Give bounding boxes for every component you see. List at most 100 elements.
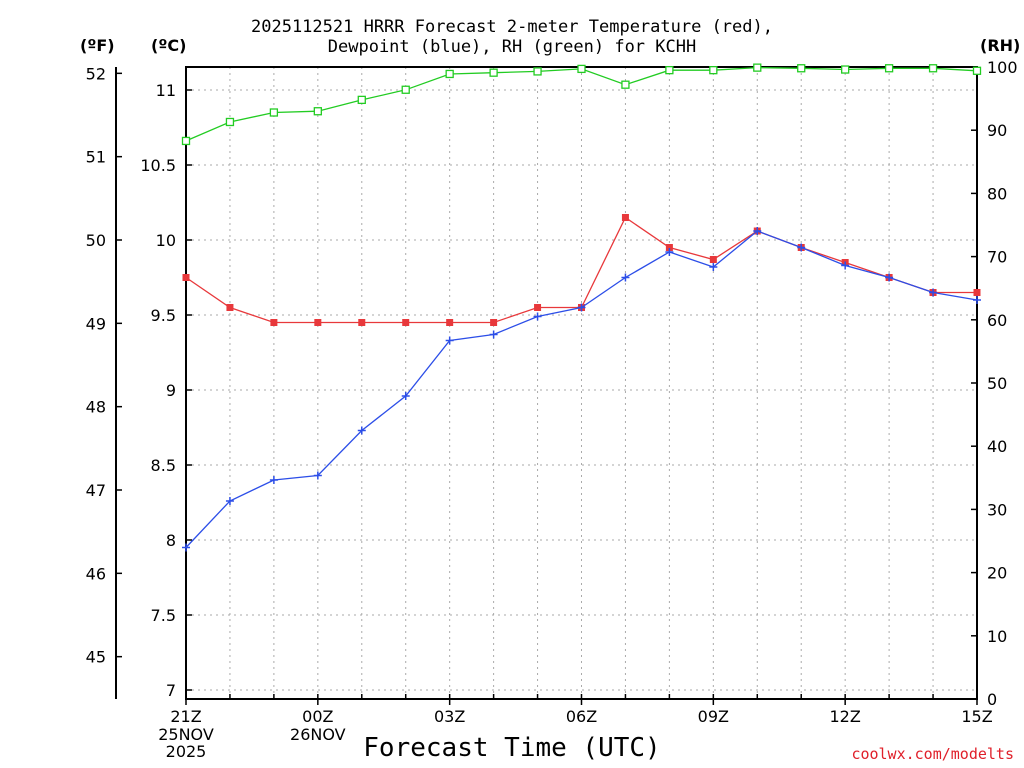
temperature-point: [270, 319, 278, 326]
dewpoint-point: [577, 303, 586, 312]
date-label-day: 25NOV: [158, 725, 214, 744]
celsius-tick-label: 8: [166, 531, 176, 550]
fahrenheit-tick-label: 52: [86, 64, 106, 83]
temperature-point: [226, 304, 234, 311]
chart-title-line-2: Dewpoint (blue), RH (green) for KCHH: [327, 37, 697, 57]
x-tick-label: 21Z: [170, 707, 201, 726]
dewpoint-point: [533, 312, 542, 321]
temperature-point: [621, 214, 629, 221]
dewpoint-point: [797, 243, 806, 252]
rh-point: [401, 85, 410, 94]
plot-frame: [185, 66, 978, 700]
dewpoint-point: [401, 392, 410, 400]
rh-tick-label: 50: [987, 374, 1007, 393]
temperature-point: [973, 289, 981, 296]
rh-tick-label: 20: [987, 564, 1007, 583]
x-tick-label: 15Z: [961, 707, 992, 726]
x-tick-label: 09Z: [698, 707, 729, 726]
dewpoint-point: [357, 426, 366, 435]
rh-tick-label: 0: [987, 690, 997, 709]
fahrenheit-tick-label: 48: [86, 398, 106, 417]
temperature-point: [182, 274, 190, 281]
temperature-point: [358, 319, 366, 326]
temperature-point: [490, 319, 498, 326]
fahrenheit-tick-label: 50: [86, 231, 106, 250]
rh-point: [533, 67, 542, 76]
rh-point: [577, 64, 586, 74]
dewpoint-point: [489, 330, 498, 339]
fahrenheit-tick-label: 47: [86, 481, 106, 500]
fahrenheit-tick-label: 46: [86, 564, 106, 583]
dewpoint-point: [885, 273, 894, 282]
rh-point: [753, 63, 762, 72]
rh-point: [841, 65, 850, 74]
rh-point: [357, 95, 366, 105]
dewpoint-point: [225, 497, 234, 505]
dewpoint-point: [929, 288, 938, 297]
dewpoint-point: [182, 543, 190, 552]
temperature-point: [446, 319, 454, 326]
celsius-tick-label: 7.5: [151, 606, 176, 625]
rh-point: [928, 64, 938, 73]
rh-tick-label: 90: [987, 121, 1007, 140]
rh-point: [621, 80, 630, 89]
dewpoint-point: [841, 261, 850, 270]
x-tick-label: 06Z: [566, 707, 597, 726]
celsius-tick-label: 10.5: [140, 156, 176, 175]
x-tick-label: 00Z: [302, 707, 333, 726]
fahrenheit-tick-label: 51: [86, 148, 106, 167]
dewpoint-point: [709, 263, 718, 271]
rh-point: [445, 69, 454, 79]
dewpoint-point: [753, 227, 762, 235]
celsius-tick-label: 9: [166, 381, 176, 400]
celsius-tick-label: 10: [156, 231, 176, 250]
celsius-tick-label: 7: [166, 681, 176, 700]
rh-point: [225, 117, 235, 127]
temperature-point: [534, 304, 542, 311]
temperature-point: [402, 319, 410, 326]
rh-unit-label: (RH): [980, 36, 1021, 55]
dewpoint-point: [313, 471, 322, 480]
rh-point: [709, 66, 718, 75]
rh-tick-label: 100: [987, 58, 1018, 77]
grid-lines: [186, 67, 977, 699]
rh-point: [181, 136, 191, 146]
rh-point: [884, 64, 894, 73]
dewpoint-point: [269, 476, 278, 484]
date-label-year: 2025: [165, 742, 207, 761]
fahrenheit-tick-label: 49: [86, 314, 106, 333]
rh-tick-label: 30: [987, 500, 1007, 519]
dewpoint-point: [665, 248, 674, 256]
rh-tick-label: 10: [987, 627, 1007, 646]
rh-point: [972, 66, 982, 75]
rh-point: [313, 107, 322, 116]
temperature-point: [665, 244, 673, 251]
dewpoint-point: [973, 296, 981, 304]
date-label: 26NOV: [278, 726, 358, 743]
rh-tick-label: 70: [987, 248, 1007, 267]
fahrenheit-unit-label: (ºF): [80, 36, 115, 55]
temperature-point: [709, 256, 717, 263]
x-tick-label: 03Z: [434, 707, 465, 726]
celsius-tick-label: 11: [156, 81, 176, 100]
celsius-unit-label: (ºC): [151, 36, 187, 55]
celsius-tick-label: 8.5: [151, 456, 176, 475]
dewpoint-point: [445, 336, 454, 345]
temperature-point: [314, 319, 322, 326]
series-lines: [181, 63, 982, 552]
rh-tick-label: 80: [987, 184, 1007, 203]
rh-point: [797, 64, 806, 73]
credit-link[interactable]: coolwx.com/modelts: [851, 745, 1014, 763]
date-label: 25NOV 2025: [146, 726, 226, 760]
chart-title-line-1: 2025112521 HRRR Forecast 2-meter Tempera…: [251, 17, 773, 37]
x-tick-label: 12Z: [830, 707, 861, 726]
rh-tick-label: 40: [987, 437, 1007, 456]
date-label-day: 26NOV: [290, 725, 346, 744]
rh-tick-label: 60: [987, 311, 1007, 330]
celsius-tick-label: 9.5: [151, 306, 176, 325]
rh-point: [489, 68, 498, 77]
rh-point: [269, 108, 279, 117]
fahrenheit-tick-label: 45: [86, 648, 106, 667]
rh-point: [665, 66, 674, 75]
